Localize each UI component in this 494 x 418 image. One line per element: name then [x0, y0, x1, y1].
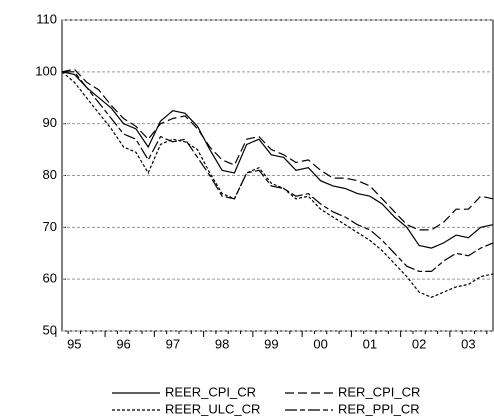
- x-tick-label: 99: [264, 336, 278, 351]
- x-tick-label: 02: [412, 336, 426, 351]
- x-tick-label: 00: [313, 336, 327, 351]
- x-tick-label: 95: [67, 336, 81, 351]
- legend-label: RER_PPI_CR: [338, 401, 420, 416]
- x-tick-label: 03: [461, 336, 475, 351]
- x-tick-label: 98: [215, 336, 229, 351]
- y-tick-label: 110: [36, 11, 57, 26]
- series-line: [61, 71, 494, 298]
- x-tick-label: 96: [116, 336, 130, 351]
- legend-label: RER_CPI_CR: [338, 384, 420, 399]
- x-tick-label: 97: [166, 336, 180, 351]
- y-tick-label: 60: [43, 271, 57, 286]
- series-line: [61, 71, 494, 249]
- y-tick-label: 80: [43, 167, 57, 182]
- series-line: [62, 71, 494, 272]
- legend-label: REER_ULC_CR: [165, 401, 260, 416]
- x-tick-label: 01: [363, 336, 377, 351]
- y-tick-label: 90: [43, 115, 57, 130]
- legend-label: REER_CPI_CR: [165, 384, 256, 399]
- series-line: [61, 68, 494, 231]
- y-tick-label: 70: [43, 219, 57, 234]
- y-tick-label: 100: [35, 63, 57, 78]
- y-tick-label: 50: [43, 322, 57, 337]
